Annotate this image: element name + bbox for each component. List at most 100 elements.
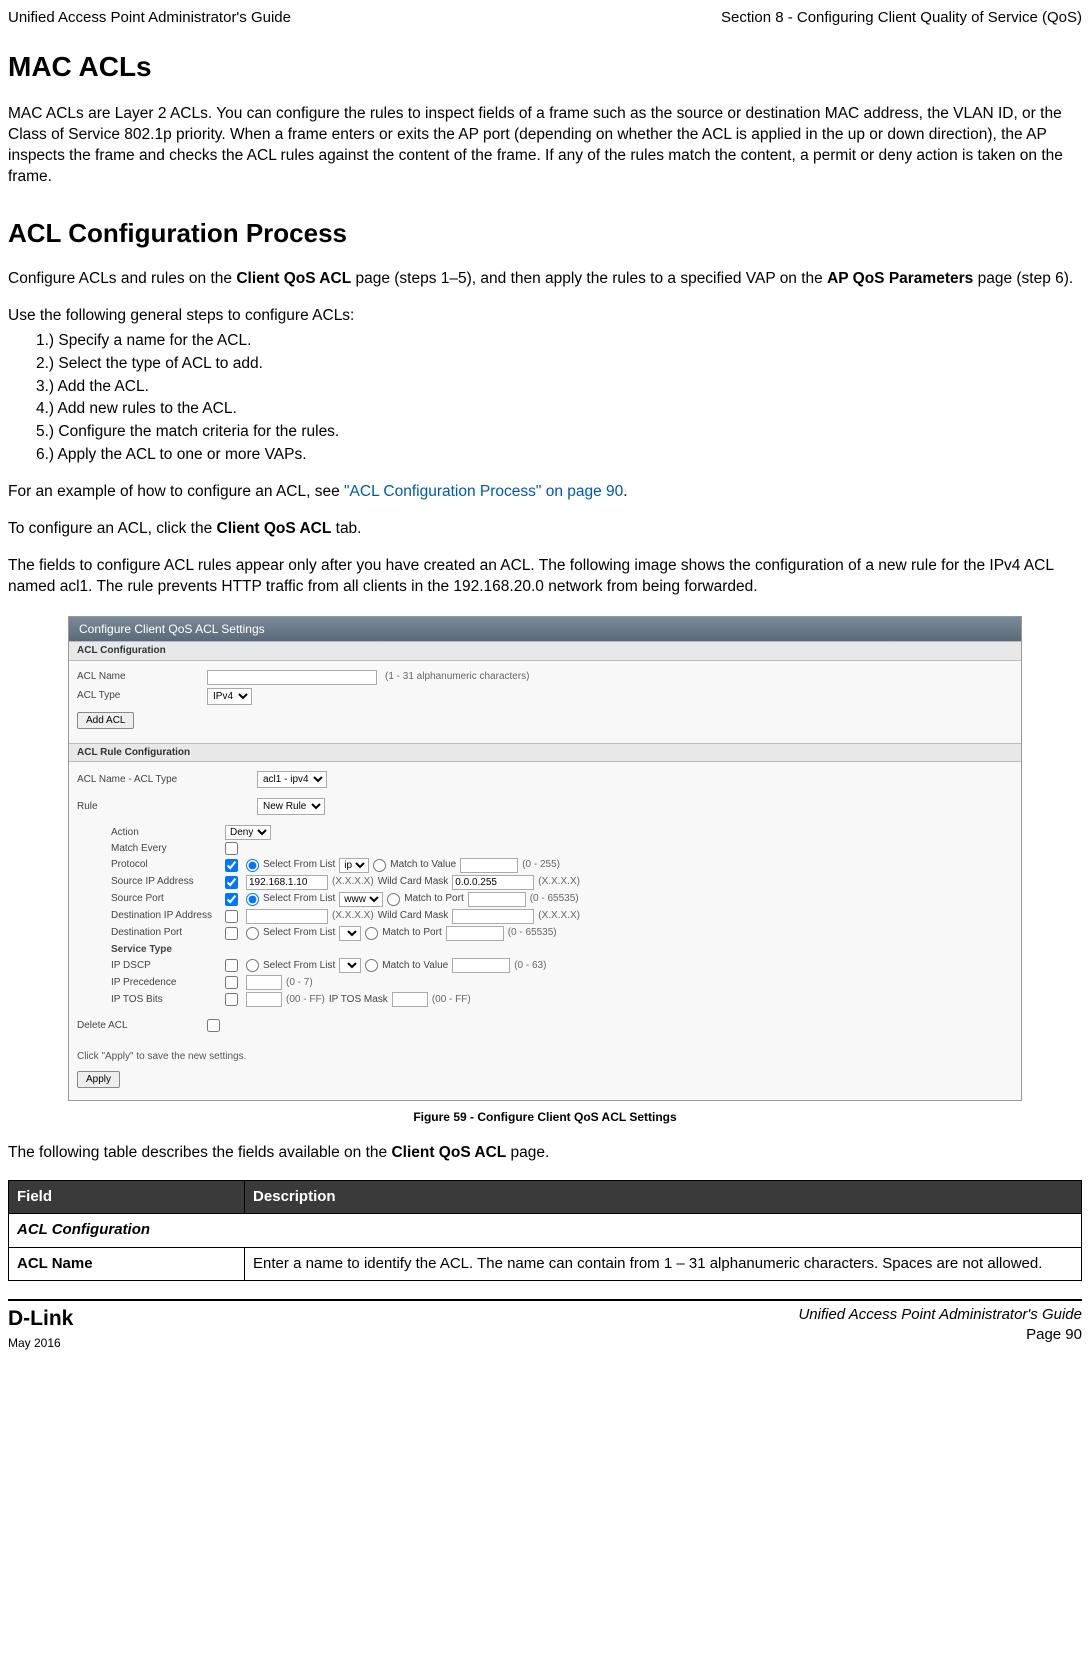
dst-port-val-radio[interactable] (365, 927, 378, 940)
src-port-val-input[interactable] (468, 892, 526, 907)
section-title-mac-acls: MAC ACLs (8, 48, 1082, 86)
text-span: Configure ACLs and rules on the (8, 270, 236, 287)
table-row: ACL Name Enter a name to identify the AC… (9, 1247, 1082, 1280)
step: 4.) Add new rules to the ACL. (36, 399, 1082, 420)
src-port-val-radio[interactable] (387, 893, 400, 906)
protocol-list-radio[interactable] (246, 859, 259, 872)
dst-wild-mask-fmt: (X.X.X.X) (538, 909, 580, 923)
step: 3.) Add the ACL. (36, 377, 1082, 398)
ip-dscp-range: (0 - 63) (514, 959, 546, 973)
ip-prec-range: (0 - 7) (286, 976, 313, 990)
ip-tos-checkbox[interactable] (225, 993, 238, 1006)
action-select[interactable]: Deny (225, 825, 271, 840)
text-bold: Client QoS ACL (391, 1144, 506, 1161)
rule-select[interactable]: New Rule (257, 798, 325, 815)
protocol-list-label: Select From List (263, 858, 335, 872)
wild-mask-input[interactable] (452, 875, 534, 890)
ip-tos-mask-range: (00 - FF) (432, 993, 471, 1007)
add-acl-button[interactable]: Add ACL (77, 712, 134, 729)
section1-para: MAC ACLs are Layer 2 ACLs. You can confi… (8, 104, 1082, 188)
acl-type-select[interactable]: IPv4 (207, 688, 252, 705)
dst-port-val-input[interactable] (446, 926, 504, 941)
section-title-acl-config: ACL Configuration Process (8, 216, 1082, 251)
ip-prec-input[interactable] (246, 975, 282, 990)
protocol-value-radio[interactable] (373, 859, 386, 872)
acl-config-header: ACL Configuration (69, 641, 1021, 661)
table-header-row: Field Description (9, 1181, 1082, 1214)
text-span: . (623, 483, 627, 500)
step: 2.) Select the type of ACL to add. (36, 354, 1082, 375)
src-ip-fmt: (X.X.X.X) (332, 875, 374, 889)
dst-port-list-label: Select From List (263, 926, 335, 940)
ip-tos-mask-input[interactable] (392, 992, 428, 1007)
protocol-select[interactable]: ip (339, 858, 369, 873)
ip-dscp-select[interactable] (339, 958, 361, 973)
section2-p5: The fields to configure ACL rules appear… (8, 556, 1082, 598)
acl-rule-config-body: ACL Name - ACL Type acl1 - ipv4 Rule New… (69, 762, 1021, 1046)
step: 5.) Configure the match criteria for the… (36, 422, 1082, 443)
text-bold: Client QoS ACL (236, 270, 351, 287)
step: 1.) Specify a name for the ACL. (36, 331, 1082, 352)
field-table: Field Description ACL Configuration ACL … (8, 1180, 1082, 1281)
link-acl-config[interactable]: "ACL Configuration Process" on page 90 (344, 483, 623, 500)
ip-tos-label: IP TOS Bits (111, 993, 221, 1007)
dst-port-list-radio[interactable] (246, 927, 259, 940)
footer-title: Unified Access Point Administrator's Gui… (798, 1306, 1082, 1323)
src-ip-checkbox[interactable] (225, 876, 238, 889)
section2-p2: Use the following general steps to confi… (8, 306, 1082, 327)
dst-ip-fmt: (X.X.X.X) (332, 909, 374, 923)
dst-ip-checkbox[interactable] (225, 910, 238, 923)
acl-name-hint: (1 - 31 alphanumeric characters) (385, 670, 530, 684)
match-every-checkbox[interactable] (225, 842, 238, 855)
ip-dscp-val-label: Match to Value (382, 959, 448, 973)
protocol-checkbox[interactable] (225, 859, 238, 872)
src-ip-input[interactable] (246, 875, 328, 890)
header-right: Section 8 - Configuring Client Quality o… (721, 8, 1082, 28)
src-port-checkbox[interactable] (225, 893, 238, 906)
delete-acl-label: Delete ACL (77, 1019, 207, 1033)
name-type-select[interactable]: acl1 - ipv4 (257, 771, 327, 788)
protocol-label: Protocol (111, 858, 221, 872)
dst-port-val-label: Match to Port (382, 926, 441, 940)
ip-prec-label: IP Precedence (111, 976, 221, 990)
dst-port-select[interactable] (339, 926, 361, 941)
dst-wild-mask-input[interactable] (452, 909, 534, 924)
src-port-val-label: Match to Port (404, 892, 463, 906)
col-desc: Description (245, 1181, 1082, 1214)
dst-wild-mask-label: Wild Card Mask (378, 909, 449, 923)
panel-titlebar: Configure Client QoS ACL Settings (69, 617, 1021, 641)
protocol-value-input[interactable] (460, 858, 518, 873)
ip-dscp-list-label: Select From List (263, 959, 335, 973)
src-port-list-label: Select From List (263, 892, 335, 906)
ip-dscp-val-input[interactable] (452, 958, 510, 973)
footer-page: Page 90 (1026, 1326, 1082, 1343)
ip-dscp-checkbox[interactable] (225, 959, 238, 972)
ip-tos-input[interactable] (246, 992, 282, 1007)
delete-acl-checkbox[interactable] (207, 1019, 220, 1032)
acl-name-input[interactable] (207, 670, 377, 685)
text-span: tab. (331, 520, 361, 537)
ip-dscp-list-radio[interactable] (246, 959, 259, 972)
apply-note: Click "Apply" to save the new settings. (69, 1046, 1021, 1068)
text-bold: Client QoS ACL (217, 520, 332, 537)
ip-dscp-label: IP DSCP (111, 959, 221, 973)
src-port-list-radio[interactable] (246, 893, 259, 906)
dst-ip-input[interactable] (246, 909, 328, 924)
service-type-label: Service Type (111, 943, 221, 957)
dst-port-checkbox[interactable] (225, 927, 238, 940)
src-port-select[interactable]: www (339, 892, 383, 907)
group-cell: ACL Configuration (9, 1214, 1082, 1247)
section2-p1: Configure ACLs and rules on the Client Q… (8, 269, 1082, 290)
action-label: Action (111, 826, 221, 840)
footer-date: May 2016 (8, 1336, 61, 1350)
footer-left: D-Link May 2016 (8, 1305, 73, 1354)
apply-button[interactable]: Apply (77, 1071, 120, 1088)
name-type-label: ACL Name - ACL Type (77, 773, 257, 787)
ip-dscp-val-radio[interactable] (365, 959, 378, 972)
ip-prec-checkbox[interactable] (225, 976, 238, 989)
footer-right: Unified Access Point Administrator's Gui… (798, 1305, 1082, 1354)
text-span: page (step 6). (973, 270, 1073, 287)
acl-rule-config-header: ACL Rule Configuration (69, 743, 1021, 763)
field-cell: ACL Name (9, 1247, 245, 1280)
text-span: The following table describes the fields… (8, 1144, 391, 1161)
